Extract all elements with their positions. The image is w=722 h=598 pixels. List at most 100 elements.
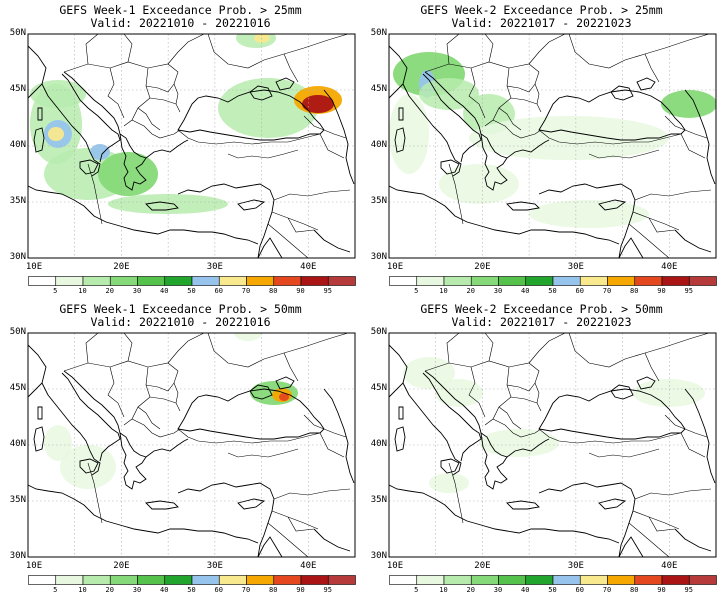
colorbar-swatch xyxy=(525,276,554,286)
country-border xyxy=(632,510,680,530)
colorbar-swatch xyxy=(246,575,275,585)
country-border xyxy=(227,149,299,159)
country-border xyxy=(648,217,676,233)
colorbar-swatch xyxy=(164,575,193,585)
coastline xyxy=(618,536,644,557)
lat-tick-label: 35N xyxy=(370,196,387,206)
coastline xyxy=(177,183,275,258)
country-border xyxy=(484,366,512,426)
coastline xyxy=(28,45,47,99)
coastline xyxy=(37,406,43,420)
colorbar-label: 95 xyxy=(323,586,332,594)
probability-map xyxy=(388,33,717,259)
country-border xyxy=(267,522,309,557)
probability-area xyxy=(469,116,669,160)
country-border xyxy=(137,406,161,430)
colorbar-label: 80 xyxy=(630,586,639,594)
panel-3: GEFS Week-1 Exceedance Prob. > 50mm Vali… xyxy=(0,299,361,598)
map-frame xyxy=(27,332,356,558)
colorbar-swatch xyxy=(579,575,608,585)
lat-tick-label: 30N xyxy=(370,252,387,262)
country-border xyxy=(588,448,660,458)
colorbar-swatch xyxy=(109,276,138,286)
lat-tick-label: 40N xyxy=(370,439,387,449)
coastline xyxy=(145,139,189,159)
colorbar-swatch xyxy=(443,575,472,585)
lon-tick-label: 30E xyxy=(206,262,223,272)
lon-tick-label: 40E xyxy=(661,262,678,272)
colorbar-swatch xyxy=(688,276,717,286)
coastline xyxy=(63,71,121,135)
coastline xyxy=(636,77,656,91)
colorbar-label: 60 xyxy=(575,287,584,295)
country-border xyxy=(664,115,708,139)
colorbar-label: 5 xyxy=(414,287,419,295)
coastline xyxy=(275,77,295,91)
coastline xyxy=(79,458,99,474)
coastline xyxy=(610,85,634,101)
probability-area xyxy=(403,357,455,389)
country-border xyxy=(468,366,486,418)
country-border xyxy=(303,414,347,438)
coastline xyxy=(506,500,540,510)
coastline xyxy=(33,127,45,153)
colorbar-swatch xyxy=(137,276,166,286)
country-border xyxy=(492,418,542,438)
coastline xyxy=(402,83,462,177)
coastline xyxy=(422,73,482,163)
lat-tick-label: 40N xyxy=(370,140,387,150)
probability-area xyxy=(60,445,116,489)
lat-tick-label: 35N xyxy=(9,495,26,505)
coastline xyxy=(684,388,716,484)
country-border xyxy=(167,34,205,65)
colorbar-label: 70 xyxy=(602,287,612,295)
coastline xyxy=(37,107,43,121)
probability-area xyxy=(389,94,429,174)
probability-area xyxy=(439,164,519,204)
lon-tick-label: 10E xyxy=(386,262,404,272)
coastline xyxy=(506,438,550,458)
colorbar-label: 20 xyxy=(105,586,114,594)
coastline xyxy=(598,498,627,510)
coastline xyxy=(145,500,179,510)
colorbar-swatch xyxy=(191,575,220,585)
colorbar-label: 5 xyxy=(53,287,58,295)
country-border xyxy=(510,97,538,105)
colorbar-swatch xyxy=(389,276,418,286)
country-border xyxy=(123,34,133,63)
colorbar-swatch xyxy=(443,276,472,286)
coastline xyxy=(389,45,408,99)
colorbar-swatch xyxy=(109,575,138,585)
map-frame xyxy=(388,33,717,259)
country-border xyxy=(648,516,676,532)
country-border xyxy=(149,97,177,105)
coastline xyxy=(618,237,644,258)
coastline xyxy=(61,372,121,462)
coastline xyxy=(538,482,636,557)
probability-area xyxy=(234,333,262,341)
coastline xyxy=(313,229,351,253)
colorbar-swatch xyxy=(470,575,499,585)
colorbar-swatch xyxy=(164,276,193,286)
panel-1: GEFS Week-1 Exceedance Prob. > 25mm Vali… xyxy=(0,0,361,299)
country-border xyxy=(283,53,299,83)
country-border xyxy=(538,129,682,145)
colorbar-label: 10 xyxy=(78,287,87,295)
colorbar-swatch xyxy=(218,575,247,585)
colorbar-swatch xyxy=(300,276,329,286)
coastline xyxy=(389,344,408,398)
colorbar-label: 80 xyxy=(269,287,278,295)
lon-tick-label: 10E xyxy=(25,561,43,571)
colorbar xyxy=(28,575,356,585)
colorbar-label: 40 xyxy=(160,287,169,295)
coastline xyxy=(440,458,460,474)
country-border xyxy=(85,34,99,65)
country-border xyxy=(273,189,351,201)
coastline xyxy=(538,388,686,440)
lon-tick-label: 40E xyxy=(300,561,317,571)
lon-tick-label: 10E xyxy=(386,561,404,571)
colorbar-label: 40 xyxy=(521,287,530,295)
probability-area xyxy=(254,34,270,43)
country-border xyxy=(145,83,175,93)
colorbar-swatch xyxy=(389,575,418,585)
